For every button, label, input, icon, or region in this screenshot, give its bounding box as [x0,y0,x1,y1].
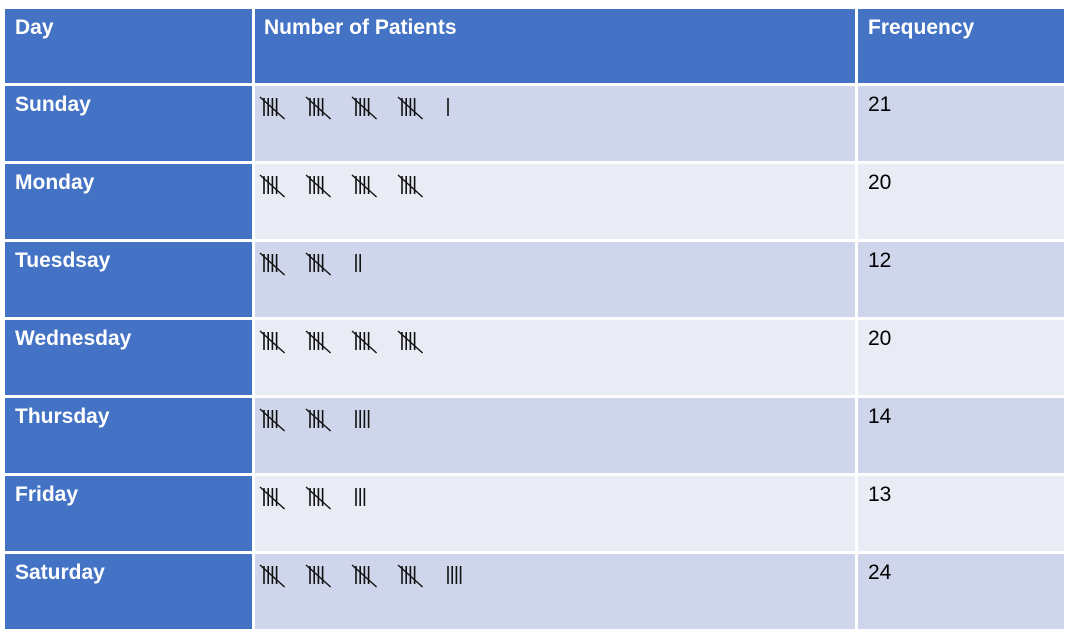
day-cell: Wednesday [2,317,255,398]
frequency-cell: 24 [855,551,1067,632]
table-row-monday: Monday 20 [2,161,1067,242]
day-cell: Tuesdsay [2,239,255,320]
table-row-wednesday: Wednesday 20 [2,317,1067,398]
tally-cell [252,317,858,398]
tally-remainder [355,410,370,428]
frequency-table: Day Number of Patients Frequency Sunday … [2,6,1067,632]
tally-group-of-five [305,174,332,198]
tally-cell [252,473,858,554]
table-row-sunday: Sunday 21 [2,83,1067,164]
tally-group-of-five [305,330,332,354]
tally-marks [259,330,424,354]
table-row-friday: Friday 13 [2,473,1067,554]
tally-group-of-five [351,96,378,120]
tally-group-of-five [351,564,378,588]
header-day: Day [2,6,255,86]
day-cell: Sunday [2,83,255,164]
table-row-saturday: Saturday 24 [2,551,1067,632]
tally-group-of-five [259,96,286,120]
tally-group-of-five [397,330,424,354]
header-number-of-patients: Number of Patients [252,6,858,86]
header-frequency: Frequency [855,6,1067,86]
table-row-tuesday: Tuesdsay 12 [2,239,1067,320]
tally-marks [259,174,424,198]
frequency-cell: 20 [855,161,1067,242]
tally-group-of-five [259,252,286,276]
tally-cell [252,83,858,164]
tally-cell [252,239,858,320]
tally-remainder [355,488,366,506]
tally-marks [259,564,462,588]
tally-group-of-five [305,564,332,588]
tally-group-of-five [305,408,332,432]
tally-group-of-five [259,330,286,354]
header-row: Day Number of Patients Frequency [2,6,1067,86]
tally-cell [252,551,858,632]
tally-group-of-five [259,564,286,588]
tally-group-of-five [305,486,332,510]
tally-group-of-five [259,174,286,198]
tally-remainder [447,566,462,584]
day-cell: Friday [2,473,255,554]
tally-group-of-five [397,174,424,198]
frequency-cell: 20 [855,317,1067,398]
tally-group-of-five [259,486,286,510]
tally-group-of-five [351,174,378,198]
tally-group-of-five [259,408,286,432]
tally-cell [252,161,858,242]
tally-remainder [355,254,361,272]
frequency-cell: 13 [855,473,1067,554]
day-cell: Thursday [2,395,255,476]
day-cell: Saturday [2,551,255,632]
tally-marks [259,408,370,432]
tally-group-of-five [397,564,424,588]
tally-group-of-five [351,330,378,354]
frequency-cell: 14 [855,395,1067,476]
tally-cell [252,395,858,476]
tally-group-of-five [397,96,424,120]
tally-group-of-five [305,252,332,276]
day-cell: Monday [2,161,255,242]
frequency-cell: 21 [855,83,1067,164]
tally-marks [259,96,449,120]
tally-group-of-five [305,96,332,120]
tally-marks [259,252,361,276]
table-row-thursday: Thursday 14 [2,395,1067,476]
tally-marks [259,486,366,510]
frequency-cell: 12 [855,239,1067,320]
